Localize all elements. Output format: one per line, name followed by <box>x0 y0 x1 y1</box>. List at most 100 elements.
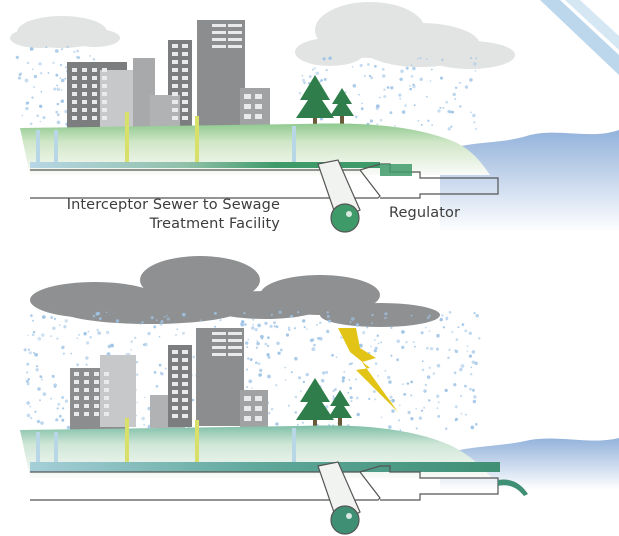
raindrop <box>92 58 96 61</box>
raindrop <box>143 396 146 399</box>
window <box>172 116 178 120</box>
raindrop <box>428 399 431 402</box>
raindrop <box>244 323 247 326</box>
window <box>172 414 178 418</box>
raindrop <box>26 101 30 105</box>
window <box>244 416 251 421</box>
raindrop <box>420 331 424 335</box>
window <box>102 84 107 88</box>
raindrop <box>301 74 304 77</box>
scene-wet-weather <box>20 256 619 535</box>
raindrop <box>427 119 430 123</box>
raindrop <box>267 374 271 379</box>
window <box>182 350 188 354</box>
raindrop <box>39 104 43 109</box>
raindrop <box>42 392 47 396</box>
window <box>182 366 188 370</box>
window <box>182 382 188 386</box>
raindrop <box>468 331 472 335</box>
raindrop <box>466 345 469 348</box>
raindrop <box>268 412 271 415</box>
window <box>94 404 99 408</box>
raindrop <box>251 326 255 330</box>
raindrop <box>412 341 415 344</box>
raindrop <box>470 366 473 369</box>
raindrop <box>407 410 411 415</box>
raindrop <box>313 67 316 70</box>
window <box>244 396 251 401</box>
window <box>172 366 178 370</box>
raindrop <box>464 85 469 89</box>
window <box>172 358 178 362</box>
building-windows <box>74 332 262 421</box>
raindrop <box>26 371 29 374</box>
raindrop <box>452 92 456 97</box>
window <box>82 108 87 112</box>
raindrop <box>40 72 43 75</box>
raindrop <box>97 331 101 335</box>
raindrop <box>418 416 422 420</box>
window <box>228 38 242 41</box>
raindrop <box>359 63 363 68</box>
raindrop <box>31 68 34 71</box>
window <box>182 100 188 104</box>
raindrop <box>399 404 401 407</box>
raindrop <box>373 349 377 353</box>
window <box>172 76 178 80</box>
window <box>102 76 107 80</box>
raindrop <box>27 334 30 337</box>
raindrop <box>66 45 69 49</box>
raindrop <box>89 54 92 57</box>
raindrop <box>474 69 477 72</box>
window <box>92 68 97 72</box>
raindrop <box>430 347 434 351</box>
raindrop <box>165 314 168 317</box>
window <box>72 84 77 88</box>
raindrop <box>414 345 416 348</box>
raindrop <box>59 77 62 79</box>
raindrop <box>437 109 441 113</box>
window <box>212 332 226 335</box>
raindrop <box>57 402 61 406</box>
raindrop <box>390 354 393 357</box>
window <box>182 358 188 362</box>
raindrop <box>316 324 318 326</box>
raindrop <box>213 325 217 328</box>
raindrop <box>380 416 383 419</box>
raindrop <box>18 76 21 80</box>
sewer-pipe <box>30 162 499 199</box>
window <box>72 108 77 112</box>
raindrop <box>181 331 185 335</box>
raindrop <box>52 61 55 65</box>
raindrop <box>401 345 405 349</box>
window <box>244 114 251 119</box>
raindrop <box>275 325 279 329</box>
raindrop <box>454 349 457 352</box>
raindrop <box>373 390 376 393</box>
raindrop <box>374 64 377 68</box>
raindrop <box>26 362 30 366</box>
raindrop <box>473 121 476 124</box>
raindrop <box>141 321 144 324</box>
raindrop <box>41 378 43 381</box>
window <box>84 396 89 400</box>
window <box>102 108 107 112</box>
raindrop <box>26 401 31 405</box>
raindrop <box>73 50 76 54</box>
raindrop <box>325 370 329 374</box>
building-windows <box>72 24 262 120</box>
raindrop <box>18 73 22 76</box>
raindrop <box>428 314 431 317</box>
raindrop <box>341 376 346 380</box>
raindrop <box>214 312 217 315</box>
raindrop <box>453 371 457 375</box>
window <box>212 38 226 41</box>
raindrop <box>136 401 139 404</box>
window <box>82 92 87 96</box>
raindrop <box>125 353 128 355</box>
raindrop <box>436 347 439 351</box>
raindrop <box>316 423 319 426</box>
window <box>94 380 99 384</box>
window <box>212 24 226 27</box>
raindrop <box>390 86 394 90</box>
